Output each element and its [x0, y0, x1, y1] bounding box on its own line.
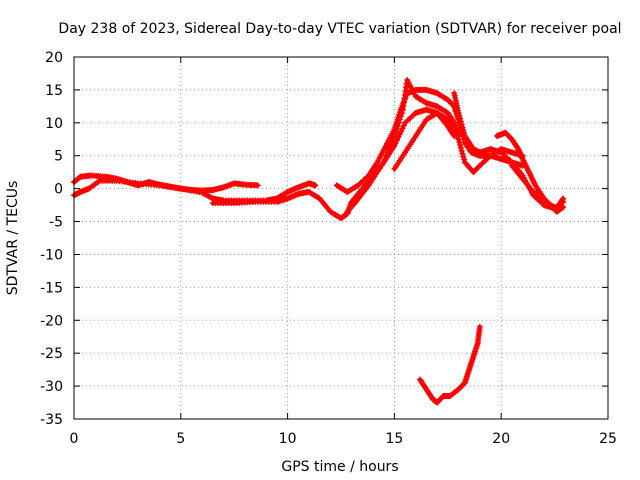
- x-tick-label: 20: [492, 431, 510, 447]
- data-point: [388, 139, 395, 146]
- data-point: [387, 142, 394, 149]
- data-point: [461, 156, 468, 163]
- axis-ticks: 0 5 10 15 20 25 -35 -30 -25 -20 -15 -10 -5 0 5 10 15 20: [40, 50, 617, 447]
- data-point: [456, 112, 463, 119]
- data-point: [456, 139, 463, 146]
- x-tick-label: 5: [176, 431, 185, 447]
- y-axis-label: SDTVAR / TECUs: [5, 181, 21, 296]
- y-tick-label: 20: [45, 50, 63, 66]
- data-point: [476, 323, 483, 330]
- x-tick-label: 15: [385, 431, 403, 447]
- data-point: [461, 130, 468, 137]
- y-tick-label: -25: [40, 346, 63, 362]
- data-point: [560, 204, 567, 211]
- data-point: [392, 129, 399, 136]
- y-tick-label: 0: [54, 182, 63, 198]
- series-track-peak-b: [344, 77, 462, 215]
- data-point: [312, 182, 319, 189]
- data-point: [507, 158, 514, 165]
- data-point: [95, 178, 102, 185]
- data-point: [399, 125, 406, 132]
- data-point: [382, 156, 389, 163]
- y-tick-label: -5: [49, 215, 63, 231]
- y-tick-label: -20: [40, 313, 63, 329]
- chart-title: Day 238 of 2023, Sidereal Day-to-day VTE…: [58, 21, 621, 37]
- data-point: [208, 194, 215, 201]
- series-track-midday: [209, 106, 458, 222]
- y-tick-label: 15: [45, 83, 63, 99]
- data-point: [395, 134, 402, 141]
- x-tick-label: 10: [279, 431, 297, 447]
- data-point: [386, 146, 393, 153]
- data-point: [460, 153, 467, 160]
- data-point: [457, 142, 464, 149]
- series-track-negative-outlier: [417, 323, 483, 406]
- data-point: [459, 124, 466, 131]
- data-point: [443, 115, 450, 122]
- data-point: [459, 150, 466, 157]
- data-point: [458, 147, 465, 154]
- x-tick-label: 25: [599, 431, 617, 447]
- data-point: [457, 115, 464, 122]
- y-tick-label: 10: [45, 116, 63, 132]
- data-point: [457, 118, 464, 125]
- data-point: [390, 136, 397, 143]
- data-point: [394, 123, 401, 130]
- x-axis-label: GPS time / hours: [281, 459, 398, 475]
- data-points: [71, 77, 567, 406]
- data-point: [383, 152, 390, 159]
- y-tick-label: -35: [40, 412, 63, 428]
- data-point: [393, 126, 400, 133]
- data-point: [400, 122, 407, 129]
- data-point: [380, 159, 387, 166]
- data-point: [394, 137, 401, 144]
- data-point: [455, 136, 462, 143]
- data-point: [395, 119, 402, 126]
- series-track-peak-c: [391, 109, 526, 176]
- data-point: [397, 113, 404, 120]
- data-point: [396, 131, 403, 138]
- data-point: [391, 132, 398, 139]
- data-point: [398, 109, 405, 116]
- y-tick-label: -10: [40, 247, 63, 263]
- data-point: [455, 109, 462, 116]
- data-point: [457, 144, 464, 151]
- y-tick-label: -30: [40, 379, 63, 395]
- data-point: [254, 182, 261, 189]
- y-tick-label: 5: [54, 149, 63, 165]
- data-point: [422, 99, 429, 106]
- series-track-evening-c: [508, 162, 567, 212]
- series-track-evening-b: [493, 129, 567, 215]
- data-point: [398, 128, 405, 135]
- data-point: [460, 127, 467, 134]
- plot-frame: [73, 56, 609, 420]
- x-tick-label: 0: [70, 431, 79, 447]
- grid-lines: [74, 57, 608, 419]
- data-point: [559, 196, 566, 203]
- data-point: [396, 116, 403, 123]
- data-point: [560, 195, 567, 202]
- data-point: [384, 149, 391, 156]
- y-tick-label: -15: [40, 280, 63, 296]
- data-point: [458, 121, 465, 128]
- data-point: [351, 200, 358, 207]
